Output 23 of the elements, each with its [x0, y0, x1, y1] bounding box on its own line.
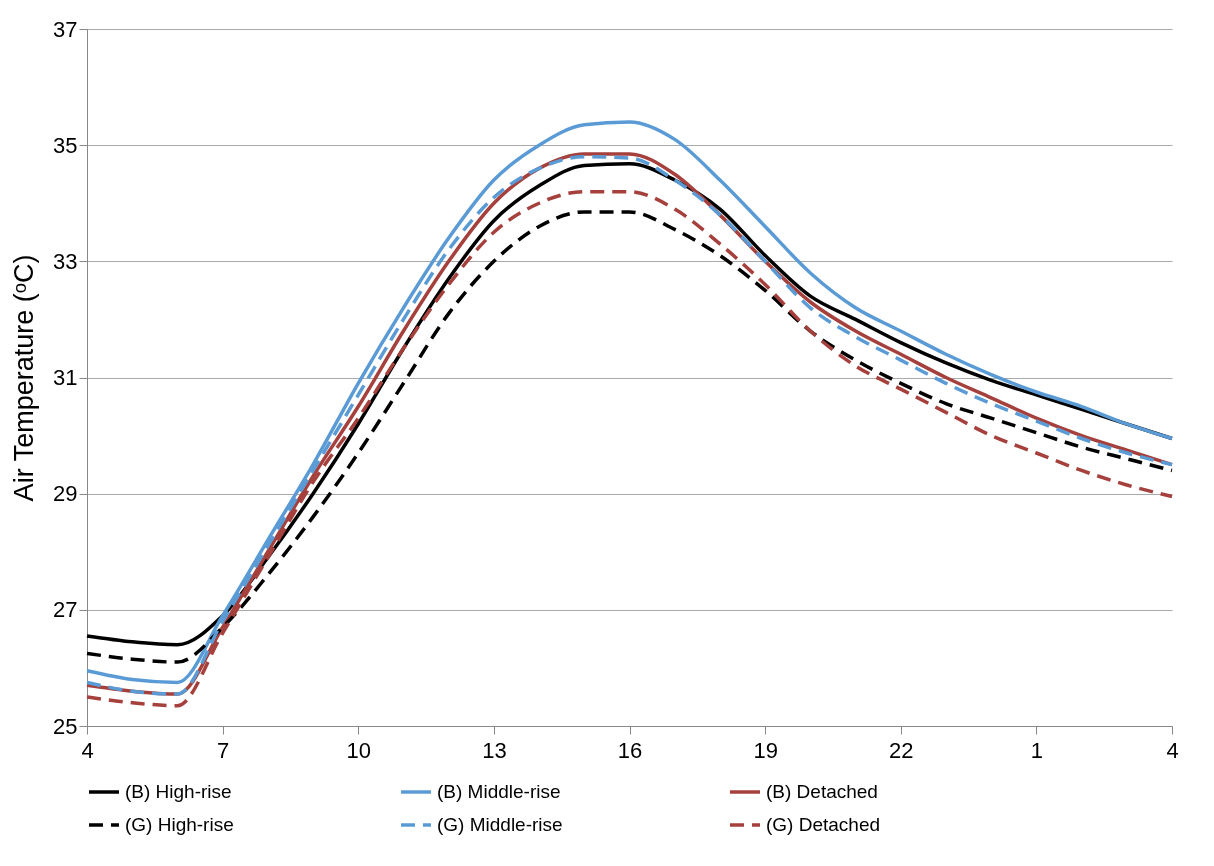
y-axis-title: Air Temperature (ᵒC)	[9, 254, 40, 502]
y-tick-label: 29	[53, 481, 78, 507]
legend-label: (G) High-rise	[125, 814, 234, 835]
y-tick-label: 31	[53, 365, 78, 390]
y-tick-label: 35	[53, 132, 78, 158]
x-tick-label: 22	[889, 737, 914, 763]
y-tick-label: 33	[53, 248, 78, 274]
legend-label: (B) Middle-rise	[437, 781, 561, 802]
x-tick-label: 7	[217, 737, 230, 763]
legend-label: (G) Detached	[766, 814, 881, 835]
y-tick-label: 37	[53, 16, 78, 42]
legend-label: (B) High-rise	[125, 781, 232, 802]
x-tick-label: 1	[1030, 737, 1043, 763]
legend-label: (G) Middle-rise	[437, 814, 563, 835]
x-tick-label: 19	[753, 737, 778, 763]
y-tick-label: 27	[53, 597, 78, 623]
x-tick-label: 4	[81, 737, 94, 763]
y-tick-label: 25	[53, 713, 78, 739]
x-tick-label: 13	[482, 737, 507, 763]
x-tick-label: 16	[617, 737, 643, 763]
x-tick-label: 4	[1166, 737, 1179, 763]
legend-label: (B) Detached	[766, 781, 878, 802]
x-tick-label: 10	[346, 737, 371, 763]
